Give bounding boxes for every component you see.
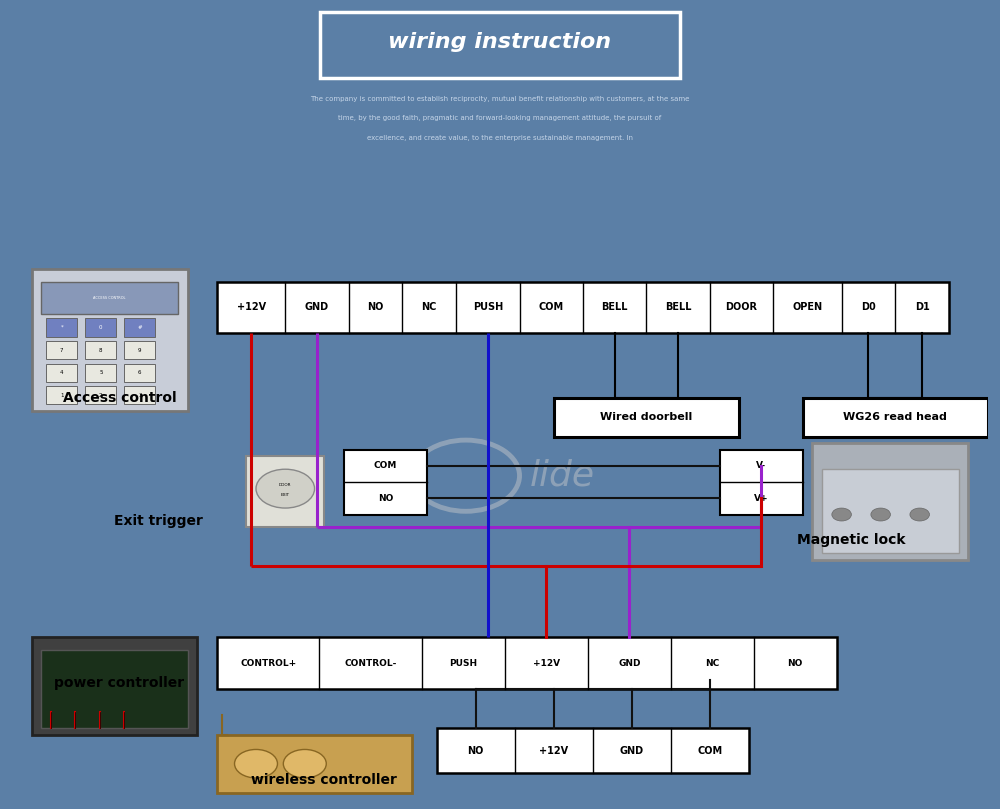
Text: power controller: power controller	[54, 676, 184, 690]
Text: D1: D1	[915, 303, 929, 312]
Text: lide: lide	[529, 459, 594, 493]
Bar	[46, 387, 77, 404]
Text: +12V: +12V	[539, 746, 568, 756]
Text: WG26 read head: WG26 read head	[843, 413, 947, 422]
Text: +12V: +12V	[533, 659, 560, 668]
Text: BELL: BELL	[665, 303, 691, 312]
Text: NC: NC	[422, 303, 437, 312]
Text: 1: 1	[60, 393, 64, 398]
Circle shape	[910, 508, 929, 521]
Bar	[822, 469, 959, 553]
Text: NO: NO	[367, 303, 384, 312]
Bar	[124, 319, 155, 337]
Text: COM: COM	[539, 303, 564, 312]
Text: PUSH: PUSH	[449, 659, 477, 668]
Bar	[46, 319, 77, 337]
Bar	[124, 341, 155, 359]
Circle shape	[256, 469, 315, 508]
Text: ACCESS CONTROL: ACCESS CONTROL	[93, 296, 126, 299]
Text: GND: GND	[305, 303, 329, 312]
Text: Access control: Access control	[63, 391, 176, 405]
Circle shape	[871, 508, 890, 521]
Bar	[85, 364, 116, 382]
Text: 8: 8	[99, 348, 103, 353]
Text: Exit trigger: Exit trigger	[114, 514, 203, 528]
Text: DOOR: DOOR	[279, 484, 292, 487]
Text: time, by the good faith, pragmatic and forward-looking management attitude, the : time, by the good faith, pragmatic and f…	[338, 115, 662, 121]
Text: 5: 5	[99, 371, 103, 375]
Text: BELL: BELL	[601, 303, 628, 312]
Text: NC: NC	[705, 659, 719, 668]
Bar	[217, 735, 412, 793]
Text: CONTROL+: CONTROL+	[240, 659, 296, 668]
Text: wiring instruction: wiring instruction	[388, 32, 612, 52]
Text: 0: 0	[99, 325, 103, 330]
Circle shape	[283, 749, 326, 778]
Text: OPEN: OPEN	[792, 303, 823, 312]
Text: 3: 3	[138, 393, 142, 398]
Bar	[217, 282, 949, 333]
FancyBboxPatch shape	[320, 12, 680, 78]
Bar	[46, 364, 77, 382]
Text: EXIT: EXIT	[281, 493, 290, 497]
Bar	[246, 456, 324, 527]
Text: The company is committed to establish reciprocity, mutual benefit relationship w: The company is committed to establish re…	[310, 95, 690, 102]
Text: wireless controller: wireless controller	[251, 773, 397, 787]
Bar	[720, 450, 803, 515]
Text: Wired doorbell: Wired doorbell	[600, 413, 693, 422]
Text: NO: NO	[788, 659, 803, 668]
Circle shape	[235, 749, 277, 778]
Text: CONTROL-: CONTROL-	[344, 659, 397, 668]
Text: Magnetic lock: Magnetic lock	[797, 533, 906, 548]
Text: NO: NO	[467, 746, 484, 756]
Bar	[124, 364, 155, 382]
Text: GND: GND	[620, 746, 644, 756]
Text: #: #	[138, 325, 142, 330]
Text: D0: D0	[861, 303, 876, 312]
Text: excellence, and create value, to the enterprise sustainable management. In: excellence, and create value, to the ent…	[367, 134, 633, 141]
Text: 4: 4	[60, 371, 64, 375]
Bar	[85, 387, 116, 404]
Bar	[32, 637, 197, 735]
Bar	[217, 637, 837, 689]
Text: GND: GND	[618, 659, 641, 668]
Text: NO: NO	[378, 493, 393, 503]
Bar	[803, 398, 988, 437]
Bar	[124, 387, 155, 404]
Bar	[41, 650, 188, 728]
Text: 7: 7	[60, 348, 64, 353]
Text: 9: 9	[138, 348, 142, 353]
Circle shape	[832, 508, 851, 521]
Bar	[32, 269, 188, 411]
Text: V-: V-	[756, 461, 766, 471]
Bar	[812, 443, 968, 560]
Text: COM: COM	[374, 461, 397, 471]
Bar	[85, 341, 116, 359]
Bar	[437, 728, 749, 773]
Bar	[46, 341, 77, 359]
Bar	[344, 450, 427, 515]
Text: +12V: +12V	[237, 303, 266, 312]
Bar	[41, 282, 178, 314]
Text: PUSH: PUSH	[473, 303, 503, 312]
Text: 6: 6	[138, 371, 142, 375]
Bar	[85, 319, 116, 337]
Text: DOOR: DOOR	[726, 303, 758, 312]
Text: V+: V+	[754, 493, 768, 503]
Text: COM: COM	[697, 746, 722, 756]
Text: *: *	[60, 325, 63, 330]
Bar	[554, 398, 739, 437]
Text: 2: 2	[99, 393, 103, 398]
